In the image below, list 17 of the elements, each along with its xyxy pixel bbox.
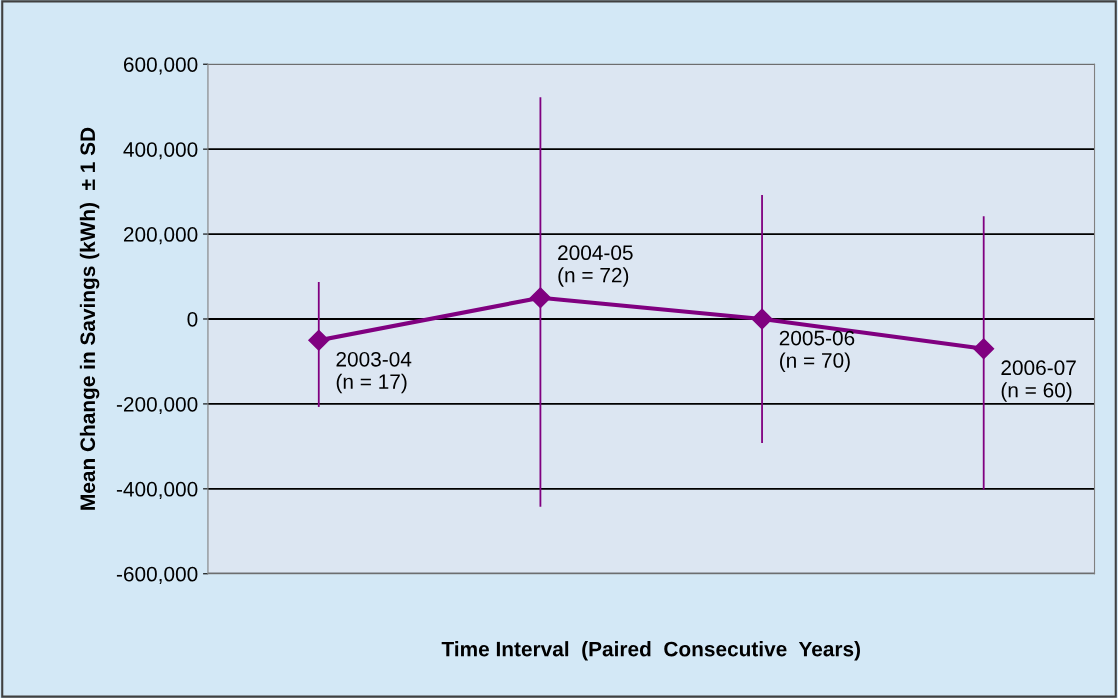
- y-tick-label: -200,000: [116, 396, 198, 415]
- x-axis-title: Time Interval (Paired Consecutive Years): [441, 641, 860, 661]
- annotation: 2006-07 (n = 60): [1001, 360, 1076, 402]
- y-tick-label: 600,000: [123, 57, 198, 75]
- y-tick-label: 200,000: [123, 227, 198, 245]
- y-tick-label: 400,000: [123, 142, 198, 160]
- annotation: 2003-04 (n = 17): [336, 351, 412, 394]
- y-tick-label: 0: [187, 311, 198, 327]
- y-axis-title: Mean Change in Savings (kWh) ± 1 SD: [79, 127, 100, 510]
- point: [308, 329, 330, 351]
- y-tick-label: -400,000: [116, 481, 198, 500]
- annotation: 2005-06 (n = 70): [779, 330, 855, 372]
- point: [751, 308, 773, 330]
- annotation: 2004-05 (n = 72): [558, 245, 633, 287]
- point: [973, 338, 995, 360]
- y-tick-label: -600,000: [116, 566, 198, 584]
- point: [529, 287, 551, 309]
